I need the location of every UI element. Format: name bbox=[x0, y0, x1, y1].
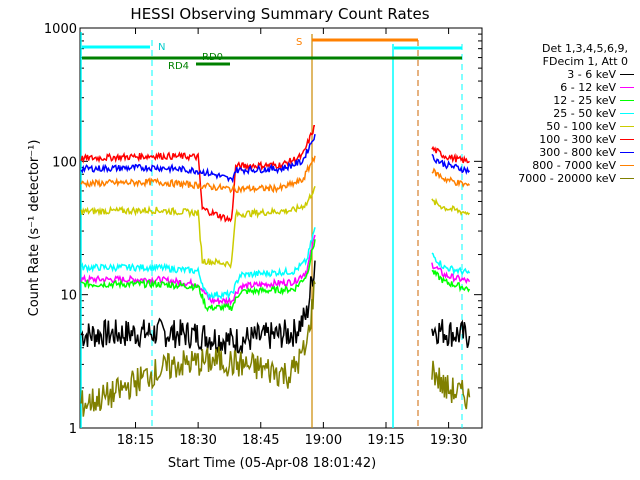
series-line-12-25-kev bbox=[80, 239, 316, 313]
rd4-label: RD4 bbox=[168, 61, 189, 72]
legend-swatch bbox=[620, 178, 634, 179]
legend-label: 6 - 12 keV bbox=[560, 81, 616, 94]
series-line-800-7000-kev bbox=[80, 155, 316, 194]
series-line-3-6-kev bbox=[80, 260, 316, 355]
legend-swatch bbox=[620, 126, 634, 127]
series-line-25-50-kev bbox=[431, 252, 471, 277]
legend-header-line-2: FDecim 1, Att 0 bbox=[542, 55, 628, 68]
y-tick-label: 1000 bbox=[44, 22, 77, 37]
legend-swatch bbox=[620, 74, 634, 75]
x-tick-label: 19:00 bbox=[305, 433, 342, 448]
legend-label: 300 - 800 keV bbox=[539, 146, 616, 159]
x-tick-label: 18:45 bbox=[242, 433, 279, 448]
series-line-12-25-kev bbox=[431, 269, 471, 293]
legend-swatch bbox=[620, 165, 634, 166]
y-tick-label: 100 bbox=[52, 155, 77, 170]
legend-swatch bbox=[620, 139, 634, 140]
legend-entry: 300 - 800 keV bbox=[486, 146, 636, 159]
legend-entry: 12 - 25 keV bbox=[486, 94, 636, 107]
legend-label: 50 - 100 keV bbox=[546, 120, 616, 133]
legend-swatch bbox=[620, 113, 634, 114]
y-tick-label: 1 bbox=[69, 422, 77, 437]
legend-label: 12 - 25 keV bbox=[553, 94, 616, 107]
series-line-25-50-kev bbox=[80, 227, 316, 301]
x-tick-label: 19:15 bbox=[367, 433, 404, 448]
legend-swatch bbox=[620, 152, 634, 153]
x-tick-label: 18:30 bbox=[179, 433, 216, 448]
legend-header-line-1: Det 1,3,4,5,6,9, bbox=[541, 42, 628, 55]
x-axis-label: Start Time (05-Apr-08 18:01:42) bbox=[168, 456, 376, 471]
legend-label: 25 - 50 keV bbox=[553, 107, 616, 120]
series-line-7000-20000-kev bbox=[80, 280, 316, 417]
legend-swatch bbox=[620, 87, 634, 88]
legend-entry: 3 - 6 keV bbox=[486, 68, 636, 81]
series-line-300-800-kev bbox=[80, 133, 316, 184]
night-label: N bbox=[158, 42, 165, 53]
y-tick-label: 10 bbox=[60, 289, 77, 304]
legend-swatch bbox=[620, 100, 634, 101]
x-tick-label: 19:30 bbox=[430, 433, 467, 448]
legend-label: 7000 - 20000 keV bbox=[518, 172, 616, 185]
x-tick-label: 18:15 bbox=[117, 433, 154, 448]
series-line-100-300-kev bbox=[80, 124, 315, 223]
chart-marks: 18:15 18:30 18:45 19:00 19:15 19:30 1 10 100 1000… bbox=[44, 22, 482, 448]
y-axis-label: Count Rate (s⁻¹ detector⁻¹) bbox=[27, 140, 42, 317]
chart-title: HESSI Observing Summary Count Rates bbox=[130, 5, 429, 23]
legend-entry: 25 - 50 keV bbox=[486, 107, 636, 120]
legend-entry: 100 - 300 keV bbox=[486, 133, 636, 146]
series-line-3-6-kev bbox=[431, 319, 471, 349]
legend-label: 3 - 6 keV bbox=[567, 68, 616, 81]
rd0-label: RD0 bbox=[202, 52, 223, 63]
legend-entry: 7000 - 20000 keV bbox=[486, 172, 636, 185]
plot-frame bbox=[79, 27, 483, 429]
series-line-50-100-kev bbox=[80, 186, 316, 269]
series-line-7000-20000-kev bbox=[431, 360, 471, 410]
legend-rows: 3 - 6 keV 6 - 12 keV 12 - 25 keV 25 - 50 ke… bbox=[486, 68, 636, 185]
saa-label: S bbox=[296, 37, 302, 48]
series-line-800-7000-kev bbox=[431, 167, 471, 188]
legend-entry: 6 - 12 keV bbox=[486, 81, 636, 94]
series-line-100-300-kev bbox=[431, 145, 471, 164]
legend-label: 100 - 300 keV bbox=[539, 133, 616, 146]
legend-entry: 50 - 100 keV bbox=[486, 120, 636, 133]
legend: Det 1,3,4,5,6,9, FDecim 1, Att 0 3 - 6 k… bbox=[486, 42, 636, 185]
legend-label: 800 - 7000 keV bbox=[532, 159, 616, 172]
series-line-50-100-kev bbox=[431, 197, 471, 216]
series-line-6-12-kev bbox=[431, 262, 471, 285]
legend-entry: 800 - 7000 keV bbox=[486, 159, 636, 172]
series-line-300-800-kev bbox=[431, 153, 471, 176]
